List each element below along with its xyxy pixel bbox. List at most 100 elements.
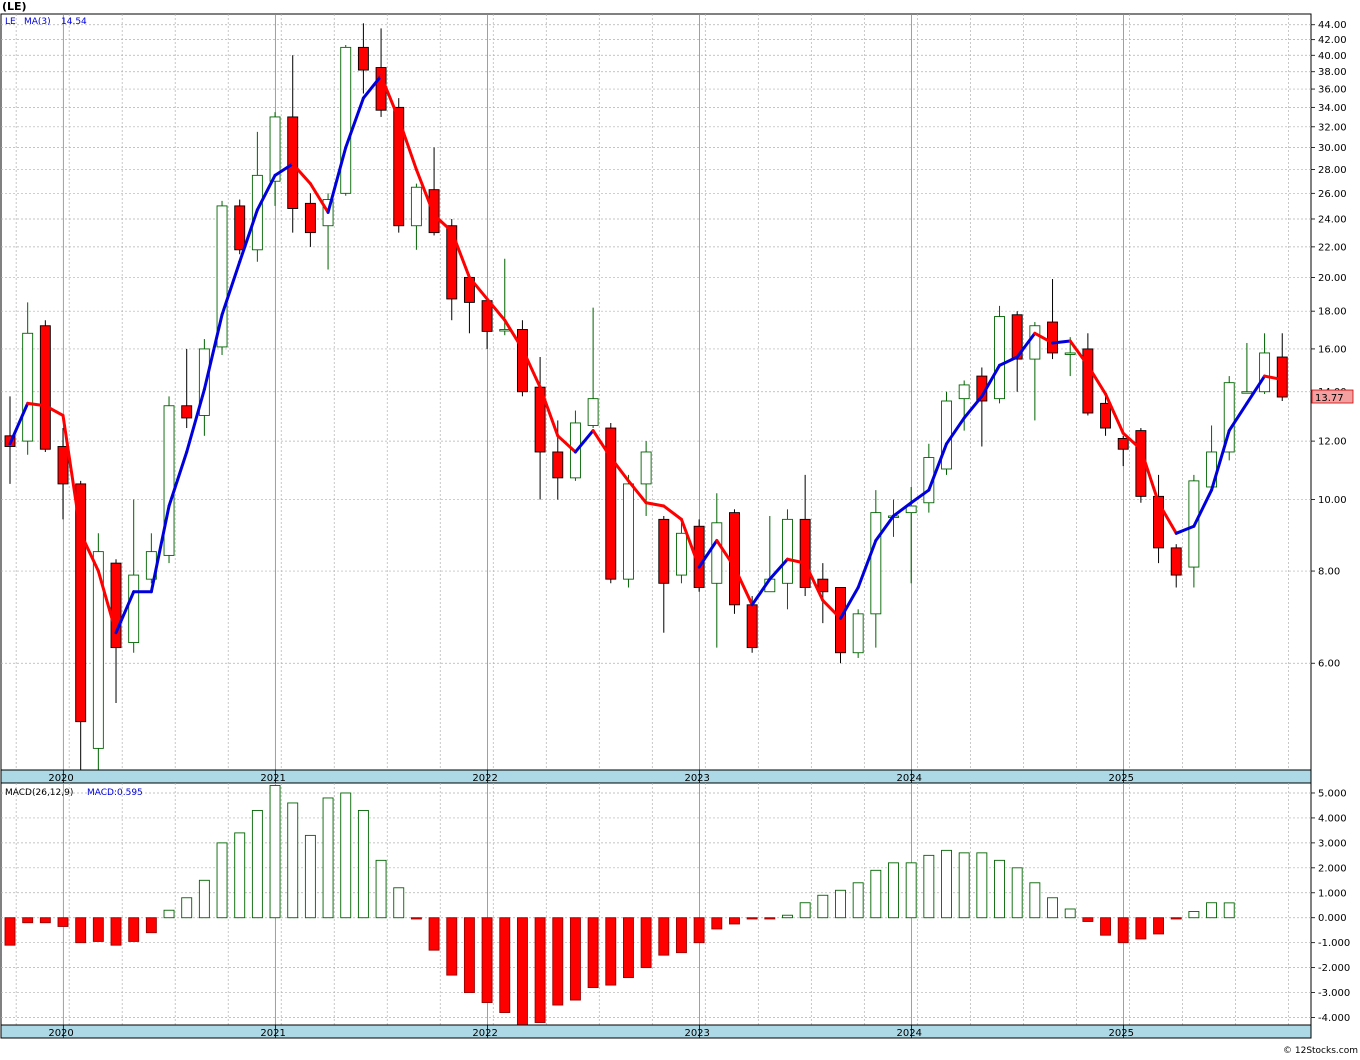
ma-segment (856, 539, 878, 589)
candle-body-down (1100, 402, 1111, 429)
ma-segment (414, 168, 436, 217)
candle-body-up (676, 532, 687, 576)
price-grid (1, 14, 1311, 770)
ma-segment (626, 479, 648, 505)
candle-body-up (216, 205, 228, 348)
candle (817, 563, 829, 624)
candle (340, 45, 352, 196)
ma-segment (273, 162, 295, 177)
candle-body-up (1029, 325, 1041, 360)
candle-body-down (1153, 495, 1165, 549)
candle-body-down (552, 451, 564, 479)
ma-segment (962, 394, 984, 420)
macd-bar-negative (1100, 917, 1111, 936)
candle (57, 428, 69, 520)
year-band-macd (0, 1024, 1312, 1039)
candle-body-up (711, 522, 723, 584)
macd-bar-positive (958, 852, 970, 919)
candle (623, 474, 634, 588)
ma-segment (26, 401, 47, 408)
macd-bar-positive (923, 854, 935, 919)
macd-bar-negative (605, 917, 617, 986)
ma-segment (750, 577, 772, 607)
ma-segment (202, 313, 224, 391)
macd-bar-negative (1135, 917, 1147, 940)
macd-tick-label: 2.000 (1318, 863, 1347, 874)
macd-tick-label: -1.000 (1318, 938, 1350, 949)
ma-segment (291, 162, 312, 186)
ma-segment (379, 74, 401, 121)
candle-body-down (304, 202, 316, 234)
ma-segment (732, 565, 754, 607)
last-price-box (1311, 389, 1354, 404)
ma-segment (874, 514, 895, 543)
candle-body-up (1259, 352, 1271, 393)
macd-bar-positive (976, 852, 988, 919)
macd-bar-negative (729, 917, 740, 925)
candle (870, 490, 882, 648)
price-tick-label: 26.00 (1318, 189, 1347, 200)
ma-segment (980, 363, 1002, 398)
macd-bar-positive (269, 785, 281, 919)
candle (1011, 311, 1023, 392)
macd-bar-negative (1153, 917, 1165, 935)
year-label: 2023 (684, 773, 709, 784)
price-tick-label: 36.00 (1318, 85, 1347, 96)
macd-bar-positive (287, 802, 299, 919)
price-tick-label: 16.00 (1318, 344, 1347, 355)
candle (799, 474, 811, 597)
macd-bar-negative (463, 917, 475, 994)
macd-panel: 5.000 4.000 3.000 2.000 1.000 0.000 -1.000 -2.0… (0, 782, 1350, 1026)
macd-bar-positive (994, 859, 1005, 919)
year-label: 2020 (48, 1028, 73, 1039)
candle-body-down (605, 427, 617, 580)
ma-segment (998, 355, 1019, 367)
candle (1170, 544, 1182, 588)
macd-bar-negative (145, 917, 157, 934)
candle-body-up (782, 518, 793, 584)
price-tick-label: 22.00 (1318, 242, 1347, 253)
ma-segment (945, 416, 966, 446)
ma-segment (1245, 374, 1267, 405)
macd-bar-negative (711, 917, 723, 930)
candle-body-up (958, 384, 970, 400)
candle (1276, 333, 1288, 402)
price-tick-label: 12.00 (1318, 437, 1347, 448)
candle-body-up (852, 613, 864, 654)
macd-bar-positive (340, 792, 352, 919)
year-label: 2022 (472, 1028, 497, 1039)
year-label: 2021 (260, 773, 285, 784)
candle (181, 348, 193, 429)
ma-segment (1210, 429, 1231, 492)
price-tick-label: 28.00 (1318, 165, 1347, 176)
candle-body-up (640, 451, 652, 485)
candle-body-down (357, 46, 369, 71)
price-tick-label: 32.00 (1318, 122, 1347, 133)
ma-segment (927, 442, 949, 492)
candle-body-down (393, 106, 405, 227)
year-band-macd-labels: 2020 2021 2022 2023 2024 2025 (48, 1025, 1134, 1039)
year-label: 2022 (472, 773, 497, 784)
macd-bar-positive (817, 894, 829, 919)
ma-segment (450, 229, 471, 279)
macd-bar-negative (640, 917, 652, 969)
ma-segment (255, 173, 277, 212)
price-tick-label: 10.00 (1318, 495, 1347, 506)
macd-bar-positive (251, 809, 263, 919)
price-tick-label: 18.00 (1318, 307, 1347, 318)
ma-segment (1015, 331, 1037, 359)
candle (676, 522, 687, 584)
footer-credit: © 12Stocks.com (1283, 1046, 1358, 1056)
macd-bar-positive (181, 897, 193, 919)
ma-segment (909, 488, 931, 505)
candle-body-up (1223, 382, 1235, 453)
candle-body-up (198, 348, 210, 416)
price-tick-label: 38.00 (1318, 67, 1347, 78)
year-label: 2025 (1109, 1028, 1134, 1039)
candle (304, 193, 316, 247)
ma-segment (114, 590, 136, 635)
macd-tick-label: 0.000 (1318, 913, 1347, 924)
macd-bar-positive (163, 909, 175, 919)
macd-bar-positive (234, 832, 246, 919)
